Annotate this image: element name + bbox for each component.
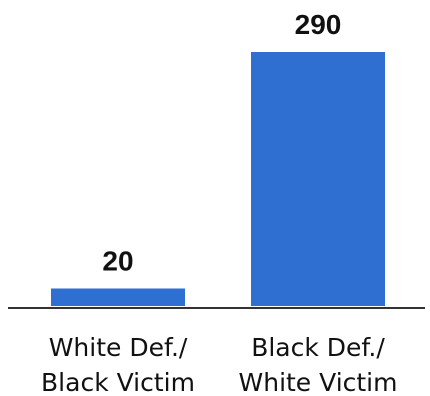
data-label-1: 290 <box>295 9 342 40</box>
bar-0 <box>51 288 185 306</box>
bar-1 <box>251 52 385 306</box>
bars-layer <box>51 52 385 306</box>
data-label-0: 20 <box>102 245 133 276</box>
category-label-1-line-1: White Victim <box>239 368 398 396</box>
category-label-0-line-1: Black Victim <box>41 368 195 396</box>
category-label-0-line-0: White Def./ <box>49 333 188 362</box>
labels-layer: 20 White Def./ Black Victim 290 Black Def./ W… <box>41 9 397 396</box>
category-label-1-line-0: Black Def./ <box>251 333 385 362</box>
